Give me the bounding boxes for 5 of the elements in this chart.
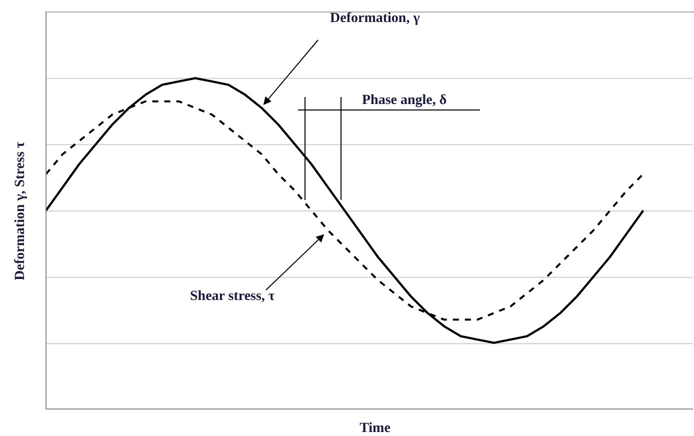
y-axis-title: Deformation γ, Stress τ [13,141,28,280]
annotation: Shear stress, τ [190,289,276,304]
annotation: Phase angle, δ [362,93,447,108]
text: Deformation, γ [330,11,420,26]
x-axis-title: Time [360,421,390,436]
